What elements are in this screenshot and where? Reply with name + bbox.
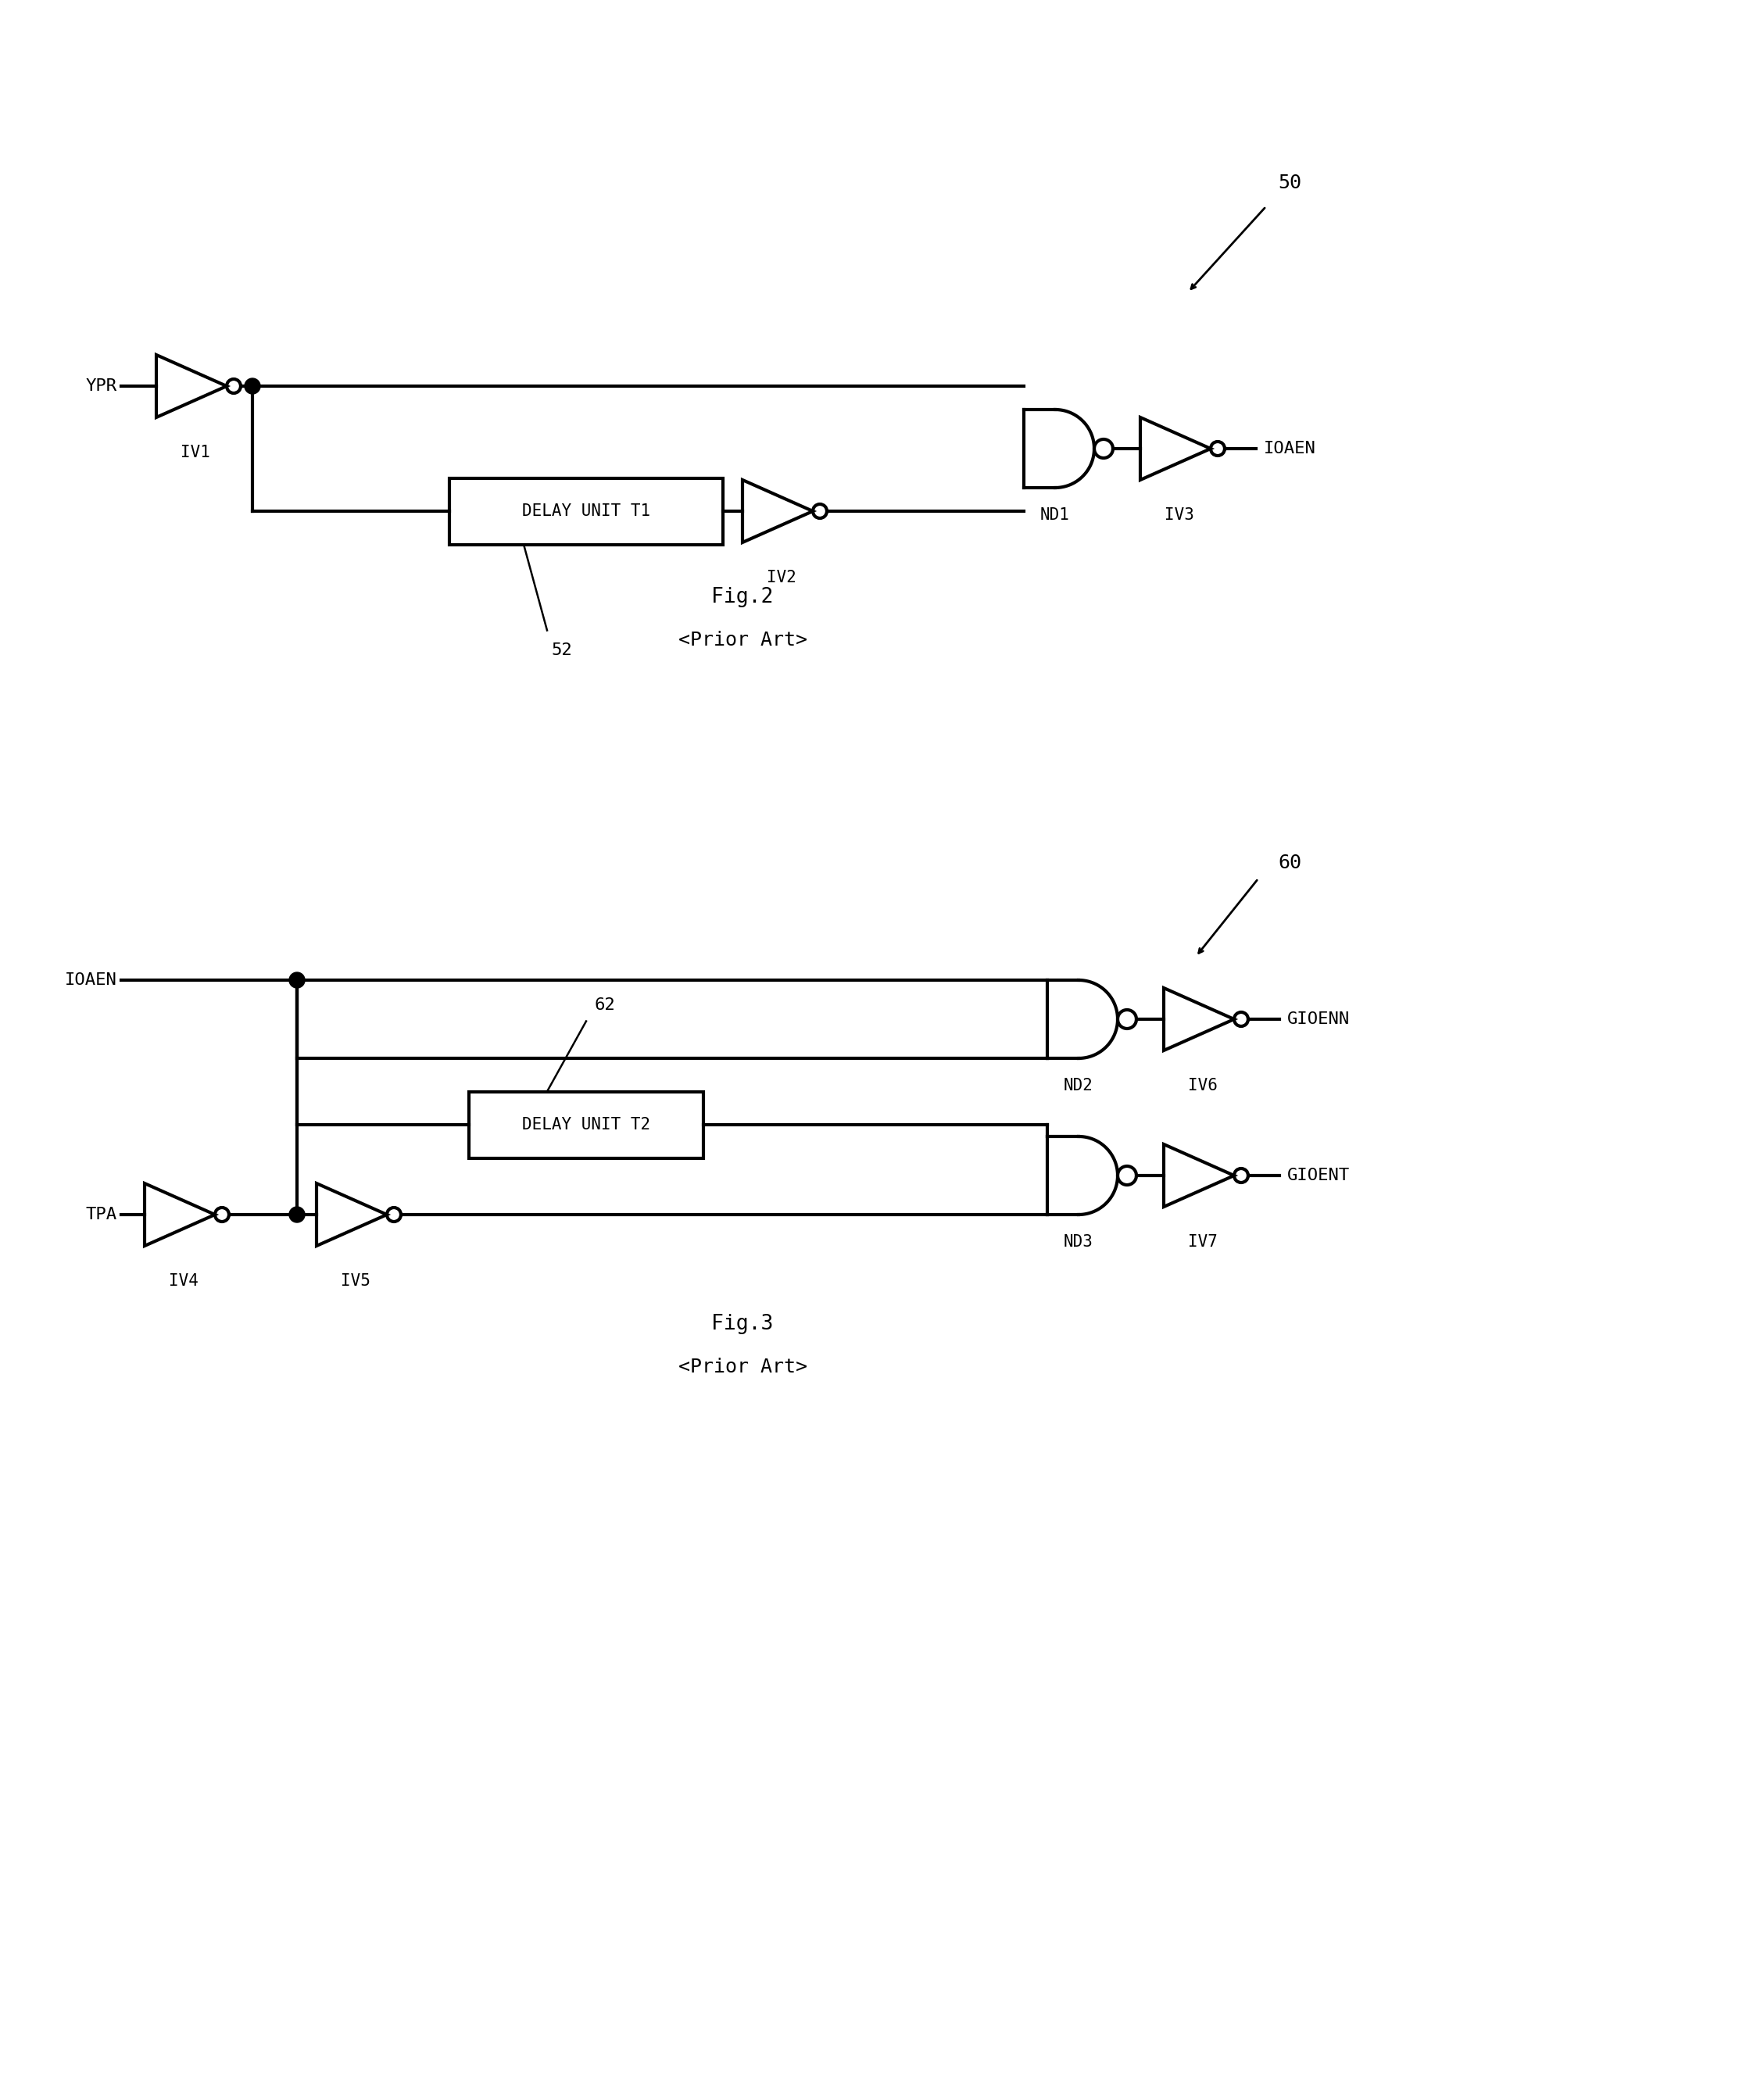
- Circle shape: [245, 378, 261, 393]
- Bar: [469, 1091, 704, 1158]
- Text: IV3: IV3: [1164, 508, 1194, 522]
- Text: ND2: ND2: [1064, 1078, 1094, 1093]
- Text: <Prior Art>: <Prior Art>: [677, 1359, 806, 1377]
- Circle shape: [289, 972, 305, 989]
- Bar: [450, 479, 723, 543]
- Text: IV2: IV2: [767, 571, 796, 585]
- Text: IOAEN: IOAEN: [1263, 441, 1316, 456]
- Text: YPR: YPR: [86, 378, 116, 393]
- Text: 62: 62: [594, 997, 616, 1014]
- Text: IV7: IV7: [1187, 1235, 1217, 1250]
- Text: IV1: IV1: [180, 445, 210, 460]
- Text: IV4: IV4: [169, 1273, 199, 1290]
- Text: ND1: ND1: [1041, 508, 1071, 522]
- Text: DELAY UNIT T2: DELAY UNIT T2: [522, 1116, 651, 1133]
- Text: Fig.2: Fig.2: [711, 587, 773, 608]
- Text: IV6: IV6: [1187, 1078, 1217, 1093]
- Text: IOAEN: IOAEN: [65, 972, 116, 989]
- Text: TPA: TPA: [86, 1206, 116, 1223]
- Text: 50: 50: [1277, 173, 1302, 192]
- Text: IV5: IV5: [340, 1273, 370, 1290]
- Text: DELAY UNIT T1: DELAY UNIT T1: [522, 504, 651, 518]
- Text: 52: 52: [550, 642, 572, 658]
- Text: 60: 60: [1277, 853, 1302, 872]
- Circle shape: [289, 1206, 305, 1223]
- Text: GIOENT: GIOENT: [1288, 1168, 1349, 1183]
- Text: GIOENN: GIOENN: [1288, 1012, 1349, 1026]
- Text: Fig.3: Fig.3: [711, 1315, 773, 1333]
- Text: ND3: ND3: [1064, 1235, 1094, 1250]
- Text: <Prior Art>: <Prior Art>: [677, 631, 806, 650]
